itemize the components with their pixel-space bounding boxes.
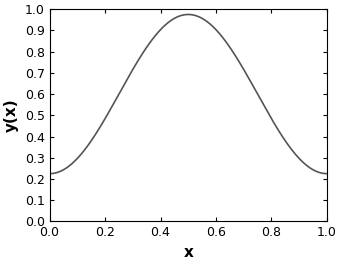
Y-axis label: y(x): y(x) [4, 98, 19, 132]
X-axis label: x: x [183, 245, 193, 260]
